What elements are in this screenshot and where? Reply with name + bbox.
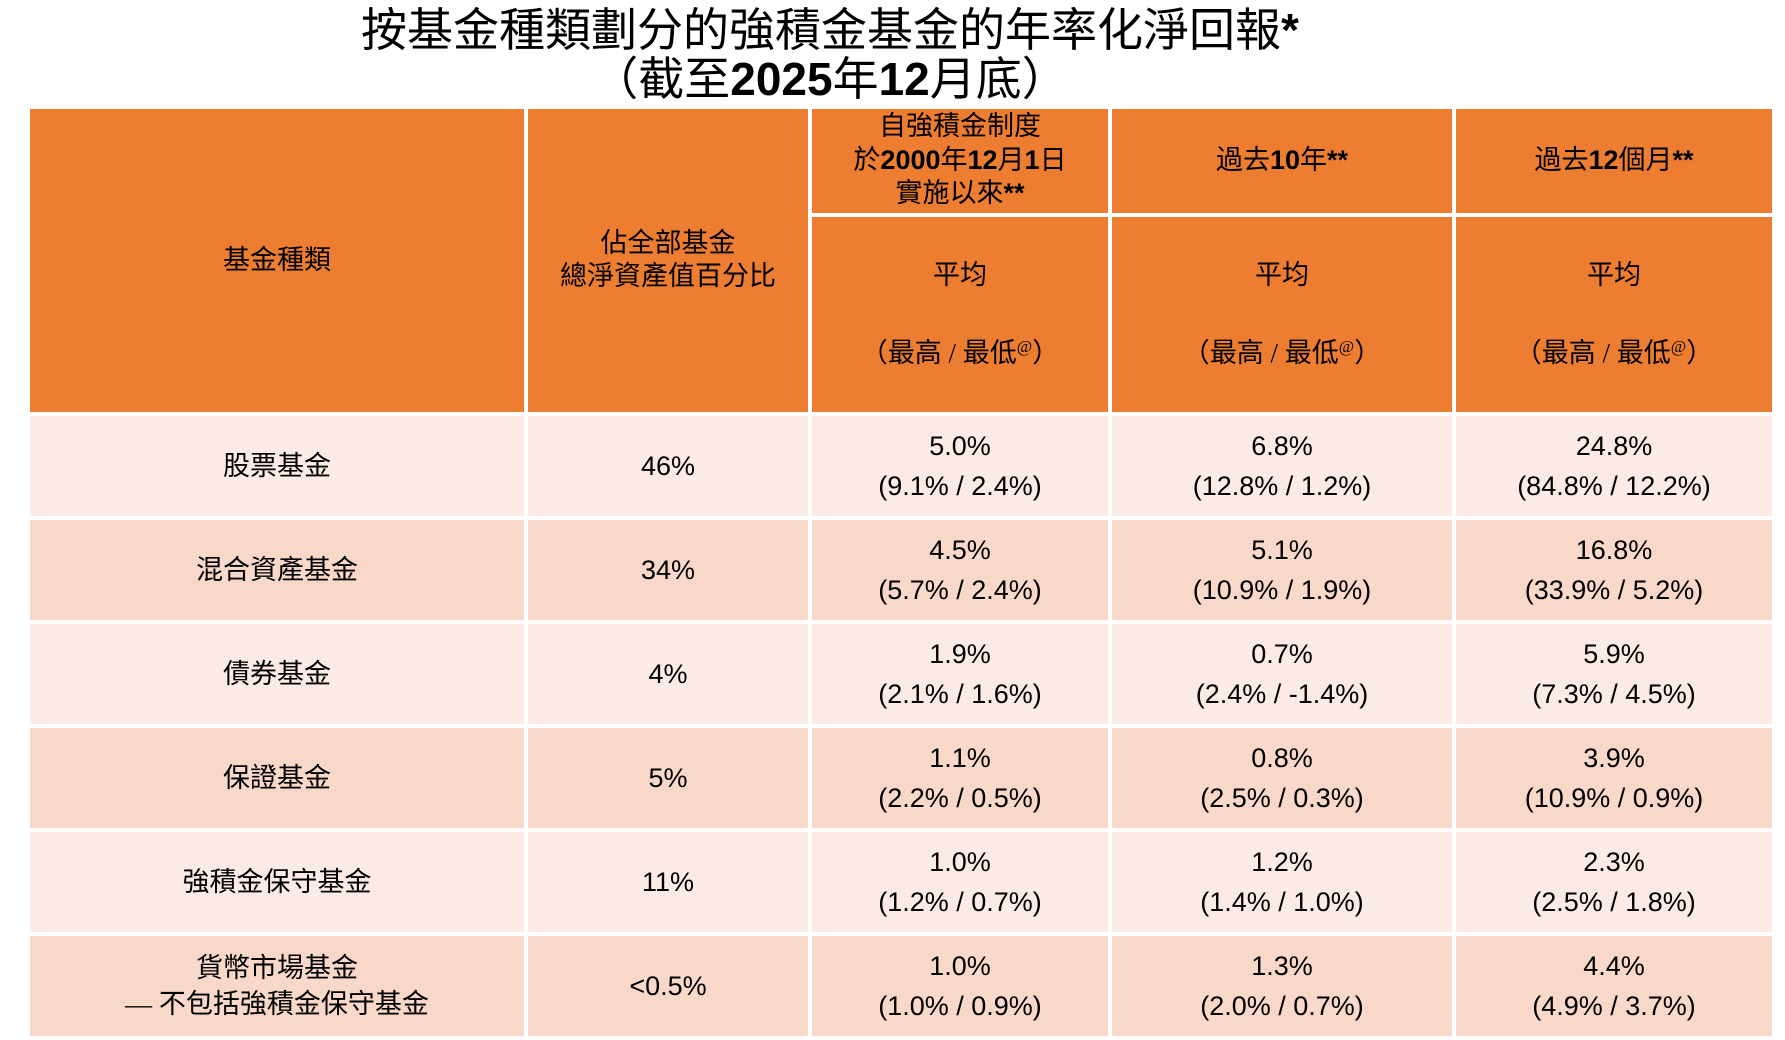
value-average: 16.8% xyxy=(1575,534,1653,565)
value-range: (84.8% / 12.2%) xyxy=(1517,471,1711,502)
value-range: (5.7% / 2.4%) xyxy=(878,575,1042,606)
subheader-past-10-years: 平均 （最高 / 最低@） xyxy=(1112,216,1452,413)
value-average: 5.1% xyxy=(1251,534,1313,565)
value-average: 1.1% xyxy=(929,742,991,773)
cell-past-10-years: 1.2% (1.4% / 1.0%) xyxy=(1112,832,1452,933)
header-past-12-months: 過去12個月** xyxy=(1456,108,1772,213)
table-row-equity-funds: 股票基金 46% 5.0% (9.1% / 2.4%) 6.8% (12.8% / … xyxy=(30,416,1772,517)
cell-fund-type: 強積金保守基金 xyxy=(30,832,524,933)
cell-since-inception: 1.0% (1.0% / 0.9%) xyxy=(812,936,1108,1037)
cell-past-12-months: 4.4% (4.9% / 3.7%) xyxy=(1456,936,1772,1037)
cell-fund-type: 混合資產基金 xyxy=(30,520,524,621)
value-range: (12.8% / 1.2%) xyxy=(1192,471,1372,502)
value-average: 1.3% xyxy=(1251,950,1313,981)
cell-nav-share: <0.5% xyxy=(528,936,808,1037)
cell-nav-share: 11% xyxy=(528,832,808,933)
table-row-mixed-assets-funds: 混合資產基金 34% 4.5% (5.7% / 2.4%) 5.1% (10.9% … xyxy=(30,520,1772,621)
value-range: (2.0% / 0.7%) xyxy=(1200,991,1364,1022)
subheader-past-12-months: 平均 （最高 / 最低@） xyxy=(1456,216,1772,413)
header-fund-type: 基金種類 xyxy=(30,108,524,413)
subheader-range-label: （最高 / 最低@） xyxy=(1514,337,1714,369)
value-range: (2.5% / 0.3%) xyxy=(1200,783,1364,814)
table-row-bond-funds: 債券基金 4% 1.9% (2.1% / 1.6%) 0.7% (2.4% / -1… xyxy=(30,624,1772,725)
cell-past-10-years: 5.1% (10.9% / 1.9%) xyxy=(1112,520,1452,621)
cell-since-inception: 1.9% (2.1% / 1.6%) xyxy=(812,624,1108,725)
value-average: 5.0% xyxy=(929,430,991,461)
value-average: 24.8% xyxy=(1575,430,1653,461)
subheader-average-label: 平均 xyxy=(1255,259,1309,290)
value-average: 1.9% xyxy=(929,638,991,669)
page-title: 按基金種類劃分的強積金基金的年率化淨回報* （截至2025年12月底） xyxy=(30,6,1630,105)
value-average: 0.7% xyxy=(1251,638,1313,669)
value-range: (1.0% / 0.9%) xyxy=(878,991,1042,1022)
subheader-range-label: （最高 / 最低@） xyxy=(860,337,1060,369)
value-range: (1.2% / 0.7%) xyxy=(878,887,1042,918)
value-range: (10.9% / 0.9%) xyxy=(1524,783,1704,814)
cell-nav-share: 46% xyxy=(528,416,808,517)
value-average: 6.8% xyxy=(1251,430,1313,461)
value-range: (33.9% / 5.2%) xyxy=(1524,575,1704,606)
cell-past-12-months: 16.8% (33.9% / 5.2%) xyxy=(1456,520,1772,621)
subheader-average-label: 平均 xyxy=(933,259,987,290)
cell-fund-type: 保證基金 xyxy=(30,728,524,829)
table-row-money-market-funds: 貨幣市場基金 — 不包括強積金保守基金 <0.5% 1.0% (1.0% / 0.… xyxy=(30,936,1772,1037)
value-range: (10.9% / 1.9%) xyxy=(1192,575,1372,606)
value-average: 4.5% xyxy=(929,534,991,565)
cell-fund-type: 貨幣市場基金 — 不包括強積金保守基金 xyxy=(30,936,524,1037)
cell-since-inception: 5.0% (9.1% / 2.4%) xyxy=(812,416,1108,517)
subheader-range-label: （最高 / 最低@） xyxy=(1182,337,1382,369)
cell-past-12-months: 3.9% (10.9% / 0.9%) xyxy=(1456,728,1772,829)
header-past-10-years: 過去10年** xyxy=(1112,108,1452,213)
cell-past-12-months: 5.9% (7.3% / 4.5%) xyxy=(1456,624,1772,725)
value-range: (4.9% / 3.7%) xyxy=(1532,991,1696,1022)
value-average: 1.0% xyxy=(929,846,991,877)
table-row-guaranteed-funds: 保證基金 5% 1.1% (2.2% / 0.5%) 0.8% (2.5% / 0.… xyxy=(30,728,1772,829)
page-title-line2: （截至2025年12月底） xyxy=(592,53,1068,106)
value-average: 0.8% xyxy=(1251,742,1313,773)
header-since-inception: 自強積金制度 於2000年12月1日 實施以來** xyxy=(812,108,1108,213)
table-row-mpf-conservative-funds: 強積金保守基金 11% 1.0% (1.2% / 0.7%) 1.2% (1.4% … xyxy=(30,832,1772,933)
value-range: (2.1% / 1.6%) xyxy=(878,679,1042,710)
table-header-row-top: 基金種類 佔全部基金 總淨資產值百分比 自強積金制度 於2000年12月1日 實… xyxy=(30,108,1772,413)
cell-fund-type: 股票基金 xyxy=(30,416,524,517)
cell-fund-type: 債券基金 xyxy=(30,624,524,725)
fund-returns-table: 基金種類 佔全部基金 總淨資產值百分比 自強積金制度 於2000年12月1日 實… xyxy=(26,105,1776,1040)
cell-past-10-years: 0.8% (2.5% / 0.3%) xyxy=(1112,728,1452,829)
cell-since-inception: 1.0% (1.2% / 0.7%) xyxy=(812,832,1108,933)
value-average: 5.9% xyxy=(1583,638,1645,669)
cell-past-10-years: 0.7% (2.4% / -1.4%) xyxy=(1112,624,1452,725)
cell-since-inception: 4.5% (5.7% / 2.4%) xyxy=(812,520,1108,621)
value-average: 4.4% xyxy=(1583,950,1645,981)
value-average: 3.9% xyxy=(1583,742,1645,773)
value-range: (2.5% / 1.8%) xyxy=(1532,887,1696,918)
subheader-since-inception: 平均 （最高 / 最低@） xyxy=(812,216,1108,413)
cell-nav-share: 34% xyxy=(528,520,808,621)
table-header-row-sub: 平均 （最高 / 最低@） 平均 （最高 / 最低@） 平均 （最高 / 最低@… xyxy=(30,216,1772,413)
value-average: 1.2% xyxy=(1251,846,1313,877)
cell-nav-share: 5% xyxy=(528,728,808,829)
value-range: (2.2% / 0.5%) xyxy=(878,783,1042,814)
cell-since-inception: 1.1% (2.2% / 0.5%) xyxy=(812,728,1108,829)
cell-past-12-months: 24.8% (84.8% / 12.2%) xyxy=(1456,416,1772,517)
value-range: (2.4% / -1.4%) xyxy=(1195,679,1369,710)
value-range: (1.4% / 1.0%) xyxy=(1200,887,1364,918)
cell-past-12-months: 2.3% (2.5% / 1.8%) xyxy=(1456,832,1772,933)
value-average: 1.0% xyxy=(929,950,991,981)
header-nav-share: 佔全部基金 總淨資產值百分比 xyxy=(528,108,808,413)
cell-past-10-years: 6.8% (12.8% / 1.2%) xyxy=(1112,416,1452,517)
page-title-line1: 按基金種類劃分的強積金基金的年率化淨回報* xyxy=(361,4,1299,56)
subheader-average-label: 平均 xyxy=(1587,259,1641,290)
value-range: (7.3% / 4.5%) xyxy=(1532,679,1696,710)
value-range: (9.1% / 2.4%) xyxy=(878,471,1042,502)
value-average: 2.3% xyxy=(1583,846,1645,877)
cell-nav-share: 4% xyxy=(528,624,808,725)
cell-past-10-years: 1.3% (2.0% / 0.7%) xyxy=(1112,936,1452,1037)
